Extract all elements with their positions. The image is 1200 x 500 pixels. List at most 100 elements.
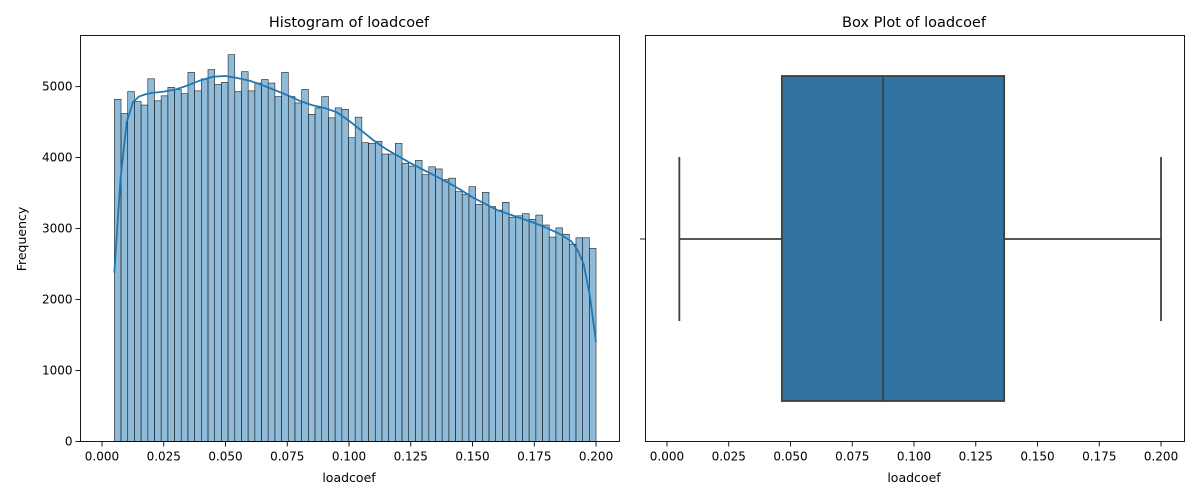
y-tick-label: 5000 [42,80,73,94]
histogram-bar [294,102,302,442]
histogram-x-label: loadcoef [322,470,376,485]
histogram-bar [468,186,476,442]
histogram-bar [515,215,523,442]
histogram-bar [415,160,423,442]
histogram-bar [341,109,349,442]
histogram-bar [214,84,222,442]
iqr-box [780,75,1006,402]
histogram-bar [395,143,403,442]
x-tick-label: 0.075 [270,450,304,464]
boxplot-title: Box Plot of loadcoef [842,15,987,31]
x-tick-label: 0.175 [1082,450,1116,464]
histogram-bar [227,54,236,442]
histogram-bar [321,96,329,442]
histogram-bar [361,142,369,442]
histogram-bar [140,104,149,442]
histogram-x-ticks: 0.000 0.025 0.050 0.075 0.100 0.125 0.150 0.175… [85,441,613,464]
x-tick-label: 0.200 [579,450,613,464]
boxplot-x-label: loadcoef [887,470,941,485]
x-tick-label: 0.125 [959,450,993,464]
histogram-bar [287,96,296,442]
boxplot-axes-frame [645,35,1185,442]
histogram-bar [134,101,142,442]
histogram-bar [548,236,557,442]
histogram-bar [381,153,389,442]
histogram-bar [448,177,456,442]
histogram-bar [542,224,550,442]
histogram-bar [328,117,336,442]
kde-curve [113,75,597,343]
histogram-bar [421,174,430,442]
histogram-bar [368,143,376,442]
histogram-bar [435,168,443,442]
histogram-axes-frame [80,35,620,442]
y-tick-label: 2000 [42,293,73,307]
histogram-bar [461,194,470,442]
histogram-bar [234,91,242,442]
boxplot-panel: Box Plot of loadcoef 0.000 0.025 0.050 0.07… [640,15,1185,485]
x-tick-label: 0.100 [897,450,931,464]
histogram-bar [241,71,249,442]
histogram-bar [475,204,483,442]
histogram-bar [267,82,276,442]
histogram-bar [535,214,543,442]
histogram-title: Histogram of loadcoef [269,15,430,31]
histogram-bar [187,72,195,442]
x-tick-label: 0.200 [1144,450,1178,464]
histogram-bar [495,209,503,442]
histogram-bar [455,191,463,442]
histogram-y-label: Frequency [14,206,29,271]
histogram-bar [281,72,289,442]
histogram-bar [528,219,537,442]
histogram-bar [374,140,383,442]
histogram-bar [428,166,436,442]
histogram-bar [354,116,363,442]
y-tick-label: 1000 [42,364,73,378]
histogram-bar [247,90,256,442]
histogram-bar [555,227,563,442]
histogram-bar [314,107,323,442]
histogram-bar [408,165,416,442]
x-tick-label: 0.025 [712,450,746,464]
histogram-bar [334,107,343,442]
histogram-bars [114,54,597,442]
histogram-bar [508,216,517,442]
histogram-bar [221,82,229,442]
x-tick-label: 0.150 [1020,450,1054,464]
histogram-bar [348,137,356,442]
histogram-bar [127,91,135,442]
histogram-bar [488,206,496,442]
x-tick-label: 0.125 [394,450,428,464]
histogram-bar [562,233,570,442]
histogram-bar [401,162,410,442]
x-tick-label: 0.050 [208,450,242,464]
boxplot-elements [678,75,1162,402]
histogram-bar [301,89,309,442]
histogram-bar [261,79,269,442]
x-tick-label: 0.175 [517,450,551,464]
y-tick-label: 3000 [42,222,73,236]
histogram-bar [388,153,396,442]
histogram-bar [254,82,262,442]
histogram-bar [174,89,182,442]
x-tick-label: 0.100 [332,450,366,464]
histogram-bar [522,213,530,442]
boxplot-x-ticks: 0.000 0.025 0.050 0.075 0.100 0.125 0.150 0.175… [650,441,1178,464]
histogram-bar [502,202,510,442]
histogram-bar [207,69,215,442]
histogram-bar [180,93,189,442]
histogram-bar [160,95,169,442]
histogram-panel: Histogram of loadcoef 0.000 0.025 0.050 0.0… [14,15,620,485]
histogram-bar [575,237,583,442]
histogram-bar [167,87,175,442]
histogram-y-ticks: 0 1000 2000 3000 4000 5000 [42,80,81,449]
x-tick-label: 0.025 [147,450,181,464]
histogram-bar [568,243,577,442]
x-tick-label: 0.050 [773,450,807,464]
histogram-bar [589,248,597,442]
y-tick-label: 4000 [42,151,73,165]
histogram-bar [114,99,122,442]
x-tick-label: 0.075 [835,450,869,464]
histogram-bar [441,179,450,442]
